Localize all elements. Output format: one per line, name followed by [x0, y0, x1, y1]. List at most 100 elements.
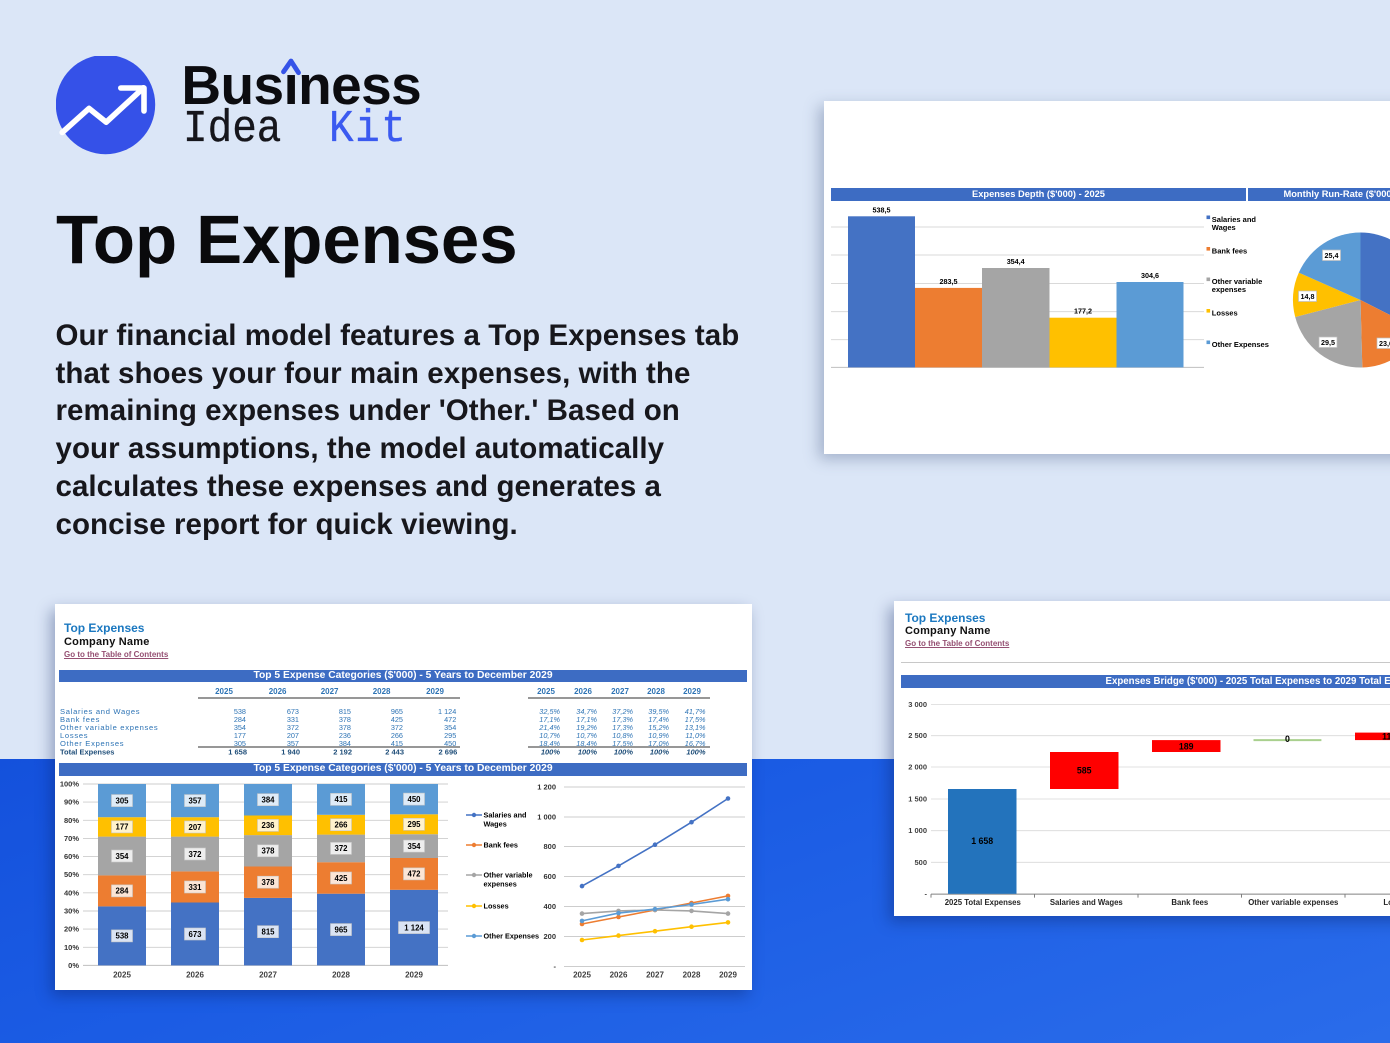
- svg-text:400: 400: [543, 902, 556, 911]
- svg-text:2 500: 2 500: [908, 731, 927, 740]
- svg-text:Other variable: Other variable: [484, 871, 533, 880]
- svg-text:Losses: Losses: [1212, 309, 1238, 318]
- svg-text:10,7%: 10,7%: [576, 731, 597, 740]
- svg-text:1 124: 1 124: [438, 707, 456, 716]
- svg-text:100%: 100%: [650, 748, 670, 757]
- svg-text:538: 538: [115, 932, 129, 941]
- svg-text:189: 189: [1179, 741, 1194, 751]
- svg-text:354: 354: [234, 723, 246, 732]
- svg-text:2026: 2026: [610, 971, 628, 980]
- svg-text:965: 965: [334, 925, 348, 934]
- svg-text:372: 372: [287, 723, 299, 732]
- svg-text:39,5%: 39,5%: [648, 707, 669, 716]
- svg-text:2025: 2025: [537, 687, 555, 696]
- svg-text:585: 585: [1077, 766, 1092, 776]
- svg-text:37,2%: 37,2%: [612, 707, 633, 716]
- svg-text:378: 378: [261, 847, 275, 856]
- svg-text:357: 357: [188, 796, 201, 805]
- svg-text:17,3%: 17,3%: [612, 723, 633, 732]
- svg-text:2027: 2027: [611, 687, 629, 696]
- svg-text:815: 815: [261, 928, 275, 937]
- svg-text:Other Expenses: Other Expenses: [1212, 340, 1269, 349]
- svg-text:17,1%: 17,1%: [576, 715, 597, 724]
- svg-text:Losses: Losses: [484, 902, 509, 911]
- svg-text:2026: 2026: [269, 687, 287, 696]
- svg-text:40%: 40%: [64, 888, 79, 897]
- svg-text:177: 177: [234, 731, 246, 740]
- svg-text:1 658: 1 658: [971, 836, 993, 846]
- svg-text:16,7%: 16,7%: [685, 739, 706, 748]
- svg-text:2028: 2028: [332, 971, 350, 980]
- svg-text:90%: 90%: [64, 798, 79, 807]
- svg-text:538,5: 538,5: [873, 206, 891, 215]
- svg-text:15,2%: 15,2%: [648, 723, 669, 732]
- svg-text:50%: 50%: [64, 870, 79, 879]
- svg-text:2026: 2026: [186, 971, 204, 980]
- svg-text:378: 378: [261, 878, 275, 887]
- svg-text:2027: 2027: [646, 971, 664, 980]
- svg-text:207: 207: [287, 731, 299, 740]
- svg-text:1 200: 1 200: [537, 783, 556, 792]
- svg-text:472: 472: [444, 715, 456, 724]
- svg-text:Wages: Wages: [1212, 223, 1236, 232]
- svg-text:2028: 2028: [683, 971, 701, 980]
- svg-text:2 000: 2 000: [908, 763, 927, 772]
- svg-text:100%: 100%: [578, 748, 598, 757]
- svg-text:305: 305: [115, 796, 129, 805]
- svg-text:2 696: 2 696: [439, 748, 458, 757]
- svg-text:1 500: 1 500: [908, 795, 927, 804]
- svg-text:Salaries and Wages: Salaries and Wages: [1050, 898, 1124, 907]
- svg-text:800: 800: [543, 842, 556, 851]
- svg-text:266: 266: [334, 821, 348, 830]
- svg-text:29,5: 29,5: [1321, 338, 1335, 347]
- svg-text:1 124: 1 124: [404, 923, 424, 932]
- svg-text:Salaries and Wages: Salaries and Wages: [60, 707, 140, 716]
- svg-text:177,2: 177,2: [1074, 307, 1092, 316]
- svg-text:2025: 2025: [573, 971, 591, 980]
- svg-text:2026: 2026: [574, 687, 592, 696]
- svg-text:295: 295: [444, 731, 456, 740]
- svg-text:2029: 2029: [683, 687, 701, 696]
- svg-text:34,7%: 34,7%: [576, 707, 597, 716]
- svg-text:expenses: expenses: [484, 880, 517, 889]
- svg-text:331: 331: [188, 883, 202, 892]
- svg-text:118: 118: [1382, 731, 1390, 741]
- svg-text:17,5%: 17,5%: [612, 739, 633, 748]
- svg-text:41,7%: 41,7%: [685, 707, 706, 716]
- svg-text:378: 378: [339, 723, 351, 732]
- svg-text:-: -: [925, 889, 928, 898]
- svg-text:372: 372: [334, 844, 348, 853]
- svg-text:Losses: Losses: [60, 731, 88, 740]
- svg-text:25,4: 25,4: [1325, 251, 1339, 260]
- svg-text:673: 673: [188, 930, 202, 939]
- svg-text:600: 600: [543, 872, 556, 881]
- svg-text:266: 266: [391, 731, 403, 740]
- svg-text:2029: 2029: [405, 971, 423, 980]
- svg-text:2029: 2029: [719, 971, 737, 980]
- svg-text:10,9%: 10,9%: [648, 731, 669, 740]
- svg-text:354,4: 354,4: [1007, 257, 1025, 266]
- svg-text:384: 384: [339, 739, 351, 748]
- svg-text:11,0%: 11,0%: [685, 731, 706, 740]
- svg-text:17,3%: 17,3%: [612, 715, 633, 724]
- svg-text:2027: 2027: [321, 687, 339, 696]
- svg-text:30%: 30%: [64, 907, 79, 916]
- svg-text:415: 415: [334, 795, 348, 804]
- svg-text:2027: 2027: [259, 971, 277, 980]
- svg-text:-: -: [554, 962, 557, 971]
- svg-text:Wages: Wages: [484, 820, 507, 829]
- svg-text:19,2%: 19,2%: [576, 723, 597, 732]
- svg-text:14,8: 14,8: [1301, 292, 1315, 301]
- svg-text:expenses: expenses: [1212, 285, 1246, 294]
- svg-text:284: 284: [234, 715, 246, 724]
- svg-text:Other variable expenses: Other variable expenses: [1248, 898, 1339, 907]
- svg-text:357: 357: [287, 739, 299, 748]
- svg-text:425: 425: [391, 715, 403, 724]
- svg-text:236: 236: [261, 821, 275, 830]
- svg-text:2025: 2025: [215, 687, 233, 696]
- svg-text:3 000: 3 000: [908, 700, 927, 709]
- svg-text:Other variable expenses: Other variable expenses: [60, 723, 158, 732]
- svg-text:236: 236: [339, 731, 351, 740]
- svg-text:354: 354: [115, 852, 129, 861]
- svg-text:354: 354: [407, 842, 421, 851]
